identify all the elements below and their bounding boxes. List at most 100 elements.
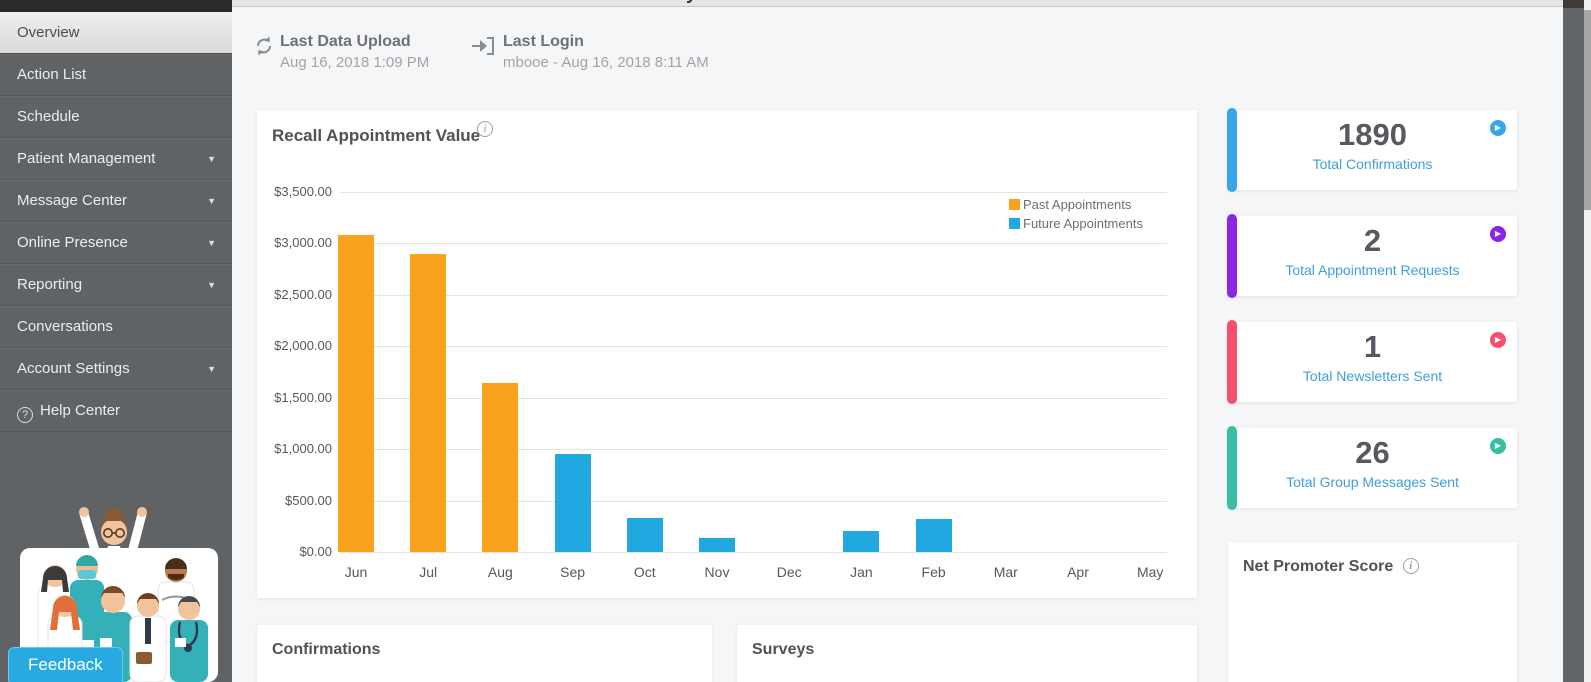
play-video-icon[interactable]: ▶ — [1490, 438, 1506, 454]
stat-label-link[interactable]: Total Group Messages Sent — [1286, 474, 1459, 490]
sidebar-item-patient-management[interactable]: Patient Management ▼ — [0, 138, 232, 180]
sidebar-item-label: Schedule — [17, 108, 80, 125]
x-axis-tick-label: Apr — [1067, 564, 1089, 580]
sidebar: Overview Action List Schedule Patient Manag… — [0, 0, 232, 682]
last-login-block: Last Login mbooe - Aug 16, 2018 8:11 AM — [470, 33, 709, 71]
gridline — [340, 397, 1167, 399]
play-video-icon[interactable]: ▶ — [1490, 332, 1506, 348]
net-promoter-score-card: Net Promoter Score i — [1228, 542, 1517, 682]
sidebar-item-label: Patient Management — [17, 150, 156, 167]
stat-label-link[interactable]: Total Appointment Requests — [1285, 262, 1460, 278]
legend-swatch — [1009, 199, 1020, 210]
legend-swatch — [1009, 218, 1020, 229]
last-data-upload-label: Last Data Upload — [280, 33, 411, 50]
play-video-icon[interactable]: ▶ — [1490, 120, 1506, 136]
confirmations-card: Confirmations — [257, 625, 712, 682]
sidebar-item-label: Reporting — [17, 276, 83, 293]
right-edge-panel — [1563, 0, 1584, 682]
stat-label-link[interactable]: Total Confirmations — [1312, 156, 1433, 172]
chevron-down-icon: ▼ — [207, 238, 216, 248]
chevron-down-icon: ▼ — [207, 154, 216, 164]
y-axis-tick-label: $1,500.00 — [274, 389, 332, 405]
scrollbar-thumb[interactable] — [1584, 10, 1591, 210]
stat-card-accent-bar — [1227, 214, 1237, 298]
vertical-scrollbar[interactable] — [1584, 0, 1591, 682]
sidebar-item-schedule[interactable]: Schedule — [0, 96, 232, 138]
refresh-icon — [257, 36, 271, 56]
chart-legend: Past Appointments Future Appointments — [1009, 195, 1143, 233]
nps-info-icon[interactable]: i — [1402, 558, 1419, 574]
x-axis-tick-label: Aug — [487, 564, 513, 580]
help-circle-icon: ? — [17, 407, 33, 423]
x-axis-tick-label: Dec — [776, 564, 802, 580]
sidebar-item-account-settings[interactable]: Account Settings ▼ — [0, 348, 232, 390]
surveys-card: Surveys — [737, 625, 1197, 682]
sidebar-item-label: Message Center — [17, 192, 128, 209]
sidebar-item-reporting[interactable]: Reporting ▼ — [0, 264, 232, 306]
gridline — [340, 500, 1167, 502]
sidebar-item-label: Online Presence — [17, 234, 128, 251]
bar-oct — [626, 518, 663, 552]
legend-item-past-appointments[interactable]: Past Appointments — [1009, 195, 1143, 214]
last-login-label: Last Login — [503, 33, 584, 50]
sidebar-item-action-list[interactable]: Action List — [0, 54, 232, 96]
x-axis-tick-label: Nov — [704, 564, 730, 580]
bar-jun — [338, 234, 374, 552]
recall-appointment-value-card: Recall Appointment Value i Past Appointm… — [257, 110, 1197, 598]
stat-card-accent-bar — [1227, 320, 1237, 404]
last-data-upload-value: Aug 16, 2018 1:09 PM — [280, 54, 430, 71]
sidebar-top-strip — [0, 0, 232, 12]
x-axis-tick-label: Oct — [633, 564, 656, 580]
nps-title: Net Promoter Score i — [1243, 558, 1419, 576]
gridline — [340, 243, 1167, 245]
x-axis-tick-label: Jan — [850, 564, 873, 580]
stat-value: 2 — [1363, 223, 1382, 258]
sidebar-item-label: Help Center — [40, 402, 121, 419]
stat-card-total-newsletters-sent: 1 Total Newsletters Sent ▶ — [1227, 320, 1517, 404]
y-axis-tick-label: $2,000.00 — [274, 338, 332, 354]
stat-card-total-group-messages-sent: 26 Total Group Messages Sent ▶ — [1227, 426, 1517, 510]
y-axis-tick-label: $1,000.00 — [274, 441, 332, 457]
sidebar-item-conversations[interactable]: Conversations — [0, 306, 232, 348]
x-axis-tick-label: Jun — [344, 564, 368, 580]
chevron-down-icon: ▼ — [207, 364, 216, 374]
sidebar-item-online-presence[interactable]: Online Presence ▼ — [0, 222, 232, 264]
last-data-upload-block: Last Data Upload Aug 16, 2018 1:09 PM — [253, 33, 429, 71]
login-icon — [472, 37, 494, 55]
gridline — [340, 552, 1167, 553]
gridline — [340, 346, 1167, 348]
stat-card-total-confirmations: 1890 Total Confirmations ▶ — [1227, 108, 1517, 192]
bar-aug — [482, 383, 519, 552]
sidebar-item-label: Action List — [17, 66, 87, 83]
gridline — [340, 192, 1167, 193]
sidebar-item-help-center[interactable]: ? Help Center — [0, 390, 232, 432]
x-axis-tick-label: Sep — [560, 564, 586, 580]
legend-item-future-appointments[interactable]: Future Appointments — [1009, 214, 1143, 233]
sidebar-item-label: Conversations — [17, 318, 113, 335]
stat-label-link[interactable]: Total Newsletters Sent — [1302, 368, 1443, 384]
sidebar-nav: Overview Action List Schedule Patient Manag… — [0, 12, 232, 432]
sidebar-item-overview[interactable]: Overview — [0, 12, 232, 54]
bar-jan — [843, 531, 880, 552]
feedback-button[interactable]: Feedback — [8, 647, 123, 682]
chart-info-icon[interactable]: i — [477, 121, 493, 137]
gridline — [340, 449, 1167, 451]
stat-card-total-appointment-requests: 2 Total Appointment Requests ▶ — [1227, 214, 1517, 298]
cropped-page-title-fragment: y — [686, 0, 712, 7]
sidebar-item-label: Account Settings — [17, 360, 130, 377]
chart-plot-area: $3,500.00 $3,000.00 $2,500.00 $2,000.00 $1,5… — [274, 184, 1167, 580]
legend-label: Future Appointments — [1023, 216, 1143, 231]
confirmations-title: Confirmations — [272, 641, 381, 658]
sidebar-item-message-center[interactable]: Message Center ▼ — [0, 180, 232, 222]
sidebar-item-label: Overview — [17, 24, 80, 41]
x-axis-tick-label: Mar — [993, 564, 1018, 580]
surveys-title: Surveys — [752, 641, 815, 658]
stat-card-accent-bar — [1227, 426, 1237, 510]
x-axis-tick-label: Jul — [419, 564, 438, 580]
chevron-down-icon: ▼ — [207, 196, 216, 206]
bar-nov — [699, 537, 735, 552]
bar-jul — [410, 254, 447, 552]
last-login-value: mbooe - Aug 16, 2018 8:11 AM — [503, 54, 709, 71]
top-window-strip — [232, 0, 1563, 7]
play-video-icon[interactable]: ▶ — [1490, 226, 1506, 242]
